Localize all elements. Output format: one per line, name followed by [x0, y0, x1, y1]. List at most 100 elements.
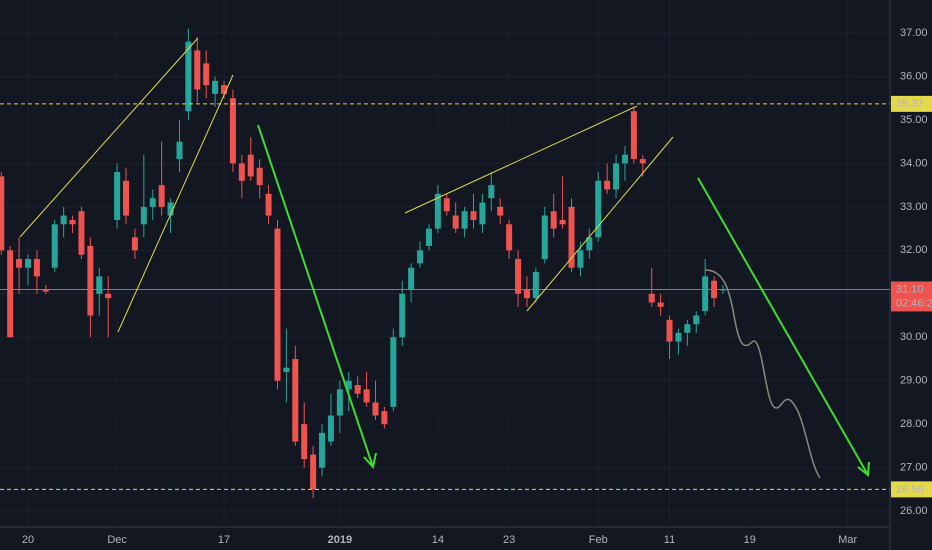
candle-body: [25, 259, 31, 268]
y-tick-label: 30.00: [900, 331, 928, 343]
candle-body: [167, 202, 174, 216]
candle-body: [310, 454, 317, 490]
trend-line: [19, 37, 199, 238]
trend-line: [117, 74, 234, 333]
candle-body: [630, 111, 637, 160]
candle-body: [363, 389, 370, 403]
candle-body: [488, 185, 495, 199]
candle-body: [69, 219, 76, 225]
price-tag: [891, 95, 932, 112]
candle-body: [693, 315, 700, 325]
candle-body: [131, 237, 138, 251]
candle-body: [684, 324, 691, 333]
candle-body: [283, 367, 290, 373]
x-tick-label: 14: [432, 534, 444, 546]
grid: [0, 0, 890, 527]
candle-body: [140, 206, 147, 225]
y-tick-label: 33.00: [900, 201, 928, 213]
candle-body: [559, 219, 566, 225]
candle-body: [372, 402, 379, 416]
candle-body: [639, 159, 646, 164]
candle-body: [238, 163, 245, 181]
candle-body: [479, 202, 486, 225]
plot: [0, 28, 890, 499]
candle-body: [506, 224, 513, 251]
price-tag-label: 35.37: [896, 98, 924, 110]
price-tag-label: 26.50: [896, 483, 924, 495]
price-tag: [891, 281, 932, 312]
candle-body: [0, 176, 5, 251]
y-tick-label: 34.00: [900, 157, 928, 169]
candle-body: [702, 276, 709, 312]
candle-body: [7, 250, 14, 338]
candle-body: [523, 289, 530, 299]
x-tick-label: Mar: [838, 534, 857, 546]
x-tick-label: 20: [22, 534, 34, 546]
y-tick-label: 26.00: [900, 505, 928, 517]
candle-body: [212, 80, 219, 94]
candle-body: [327, 415, 334, 442]
candle-body: [345, 380, 352, 390]
price-tag-label: 31.10: [896, 283, 924, 295]
candle-body: [595, 180, 602, 238]
candle-body: [123, 180, 130, 216]
trend-line: [526, 136, 674, 312]
y-tick-label: 29.00: [900, 375, 928, 387]
candle-body: [461, 211, 468, 229]
candle-body: [657, 302, 664, 307]
candle-body: [621, 154, 628, 164]
drawings: [19, 37, 870, 479]
y-tick-label: 27.00: [900, 462, 928, 474]
y-tick-label: 28.00: [900, 418, 928, 430]
candle-body: [336, 389, 343, 416]
arrow: [257, 124, 377, 470]
candle-body: [96, 276, 103, 294]
candle-body: [229, 98, 236, 164]
arrow: [697, 177, 870, 477]
x-tick-label: Feb: [589, 534, 608, 546]
y-tick-label: 36.00: [900, 70, 928, 82]
x-tick-label: 17: [218, 534, 230, 546]
candle-body: [613, 163, 620, 190]
candle-body: [105, 293, 112, 299]
candle-body: [256, 167, 263, 186]
candle-body: [78, 211, 85, 255]
x-tick-label: 19: [744, 534, 756, 546]
candle-body: [158, 185, 165, 207]
candle-body: [194, 50, 201, 90]
candle-body: [274, 228, 281, 381]
x-tick-label: 11: [664, 534, 675, 546]
candle-body: [354, 385, 361, 394]
projection-curve: [704, 269, 821, 479]
candle-body: [568, 206, 575, 268]
y-tick-label: 32.00: [900, 244, 928, 256]
candle-body: [301, 424, 308, 459]
trend-line: [404, 105, 638, 214]
price-tag: [891, 481, 932, 498]
candle-body: [149, 198, 156, 207]
candle-body: [515, 259, 522, 294]
x-tick-label: Dec: [107, 534, 127, 546]
candle-body: [586, 237, 593, 251]
candle-body: [16, 259, 23, 268]
candle-body: [381, 411, 388, 425]
candle-body: [443, 198, 450, 212]
candle-body: [666, 319, 673, 342]
candle-body: [319, 432, 326, 468]
candle-body: [452, 215, 459, 229]
candle-body: [60, 215, 67, 225]
candle-body: [390, 337, 397, 407]
candle-body: [470, 211, 477, 220]
candle-body: [399, 293, 406, 338]
candle-body: [408, 267, 415, 290]
candle-body: [221, 85, 228, 94]
candle-body: [604, 180, 611, 190]
candle-body: [532, 272, 539, 299]
y-tick-label: 37.00: [900, 27, 928, 39]
candle-body: [42, 289, 49, 292]
candle-body: [497, 206, 504, 216]
candle-body: [265, 193, 272, 216]
candle-body: [176, 141, 183, 160]
